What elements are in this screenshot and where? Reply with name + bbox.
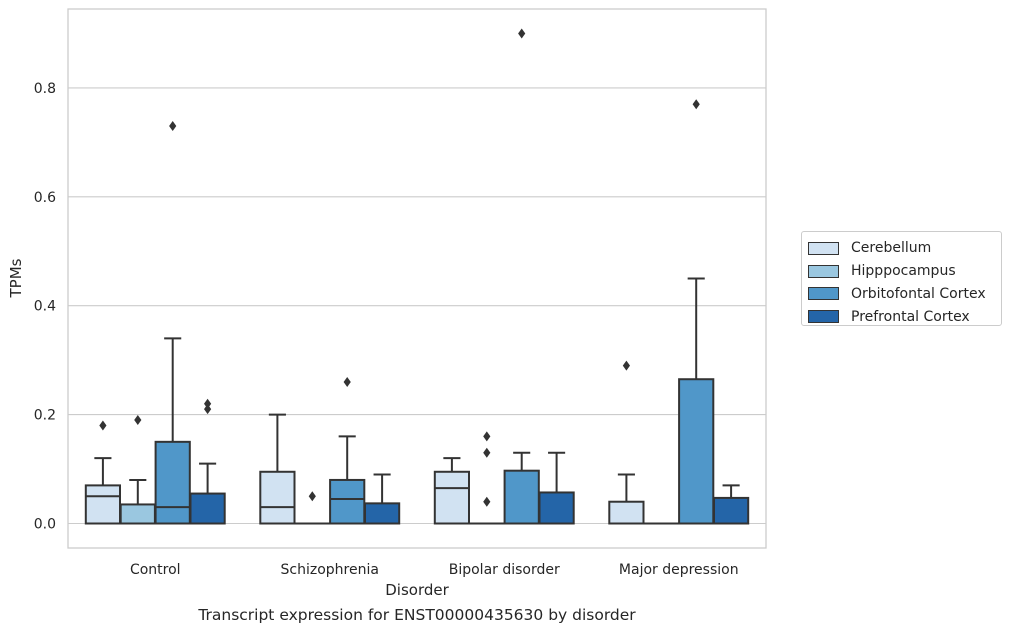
x-tick-label: Bipolar disorder: [449, 562, 560, 578]
box-cerebellum-0: [84, 420, 122, 525]
y-tick-label: 0.4: [34, 299, 56, 315]
box-body: [363, 502, 401, 525]
figure-caption: Transcript expression for ENST0000043563…: [198, 606, 636, 624]
outlier-point: [622, 360, 630, 371]
box-hipppocampus-1: [294, 491, 331, 525]
box-hipppocampus-2: [468, 431, 505, 525]
box-orbitofontal-cortex-1: [329, 376, 366, 525]
box-body: [119, 503, 156, 525]
box-body: [259, 470, 296, 525]
box-body: [329, 478, 366, 525]
legend-item: Prefrontal Cortex: [802, 305, 1001, 328]
legend-swatch: [808, 287, 839, 301]
x-tick-label: Control: [130, 562, 181, 578]
box-body: [433, 470, 471, 525]
box-body: [503, 469, 540, 525]
x-axis-label: Disorder: [385, 581, 449, 599]
box-prefrontal-cortex-3: [712, 484, 750, 525]
y-axis-label: TPMs: [7, 258, 25, 298]
outlier-point: [483, 496, 491, 507]
box-hipppocampus-0: [119, 415, 156, 525]
outlier-point: [204, 398, 212, 409]
outlier-point: [308, 491, 316, 502]
box-cerebellum-2: [433, 457, 471, 525]
box-body: [189, 492, 226, 525]
x-tick-labels: Control Schizophrenia Bipolar disorder Majo…: [130, 562, 739, 578]
box-body: [608, 500, 645, 525]
box-body: [678, 378, 715, 525]
outlier-point: [169, 121, 177, 132]
x-tick-label: Schizophrenia: [281, 562, 379, 578]
boxes: [84, 28, 750, 525]
legend-swatch: [808, 310, 839, 324]
box-cerebellum-1: [259, 413, 296, 525]
outlier-point: [99, 420, 107, 431]
outlier-point: [343, 376, 351, 387]
box-orbitofontal-cortex-2: [503, 28, 540, 525]
outlier-point: [518, 28, 526, 39]
box-body: [538, 491, 575, 525]
outlier-point: [483, 431, 491, 442]
legend-swatch: [808, 241, 839, 255]
legend-label: Orbitofontal Cortex: [851, 285, 986, 302]
legend-item: Hipppocampus: [802, 260, 1001, 283]
outlier-point: [483, 447, 491, 458]
y-tick-labels: 0.0 0.2 0.4 0.6 0.8: [34, 81, 56, 533]
box-body: [154, 440, 191, 525]
plot-area-frame: [67, 8, 767, 549]
outlier-point: [204, 404, 212, 415]
box-prefrontal-cortex-0: [189, 398, 226, 525]
legend-label: Hipppocampus: [851, 263, 956, 280]
y-tick-label: 0.2: [34, 408, 56, 424]
legend-item: Orbitofontal Cortex: [802, 283, 1001, 306]
box-prefrontal-cortex-2: [538, 451, 575, 525]
outlier-point: [692, 99, 700, 110]
legend-swatch: [808, 264, 839, 278]
box-orbitofontal-cortex-0: [154, 121, 191, 525]
legend-item: Cerebellum: [802, 237, 1001, 260]
y-tick-label: 0.0: [34, 517, 56, 533]
y-tick-label: 0.8: [34, 81, 56, 97]
legend-label: Cerebellum: [851, 240, 932, 257]
box-cerebellum-3: [608, 360, 645, 525]
box-orbitofontal-cortex-3: [678, 99, 715, 525]
outlier-point: [134, 415, 142, 426]
box-body: [84, 484, 122, 525]
x-tick-label: Major depression: [619, 562, 739, 578]
y-tick-label: 0.6: [34, 190, 56, 206]
legend: Cerebellum Hipppocampus Orbitofontal Corte…: [801, 231, 1002, 326]
box-prefrontal-cortex-1: [363, 473, 401, 525]
legend-label: Prefrontal Cortex: [851, 308, 970, 325]
box-body: [712, 496, 750, 525]
